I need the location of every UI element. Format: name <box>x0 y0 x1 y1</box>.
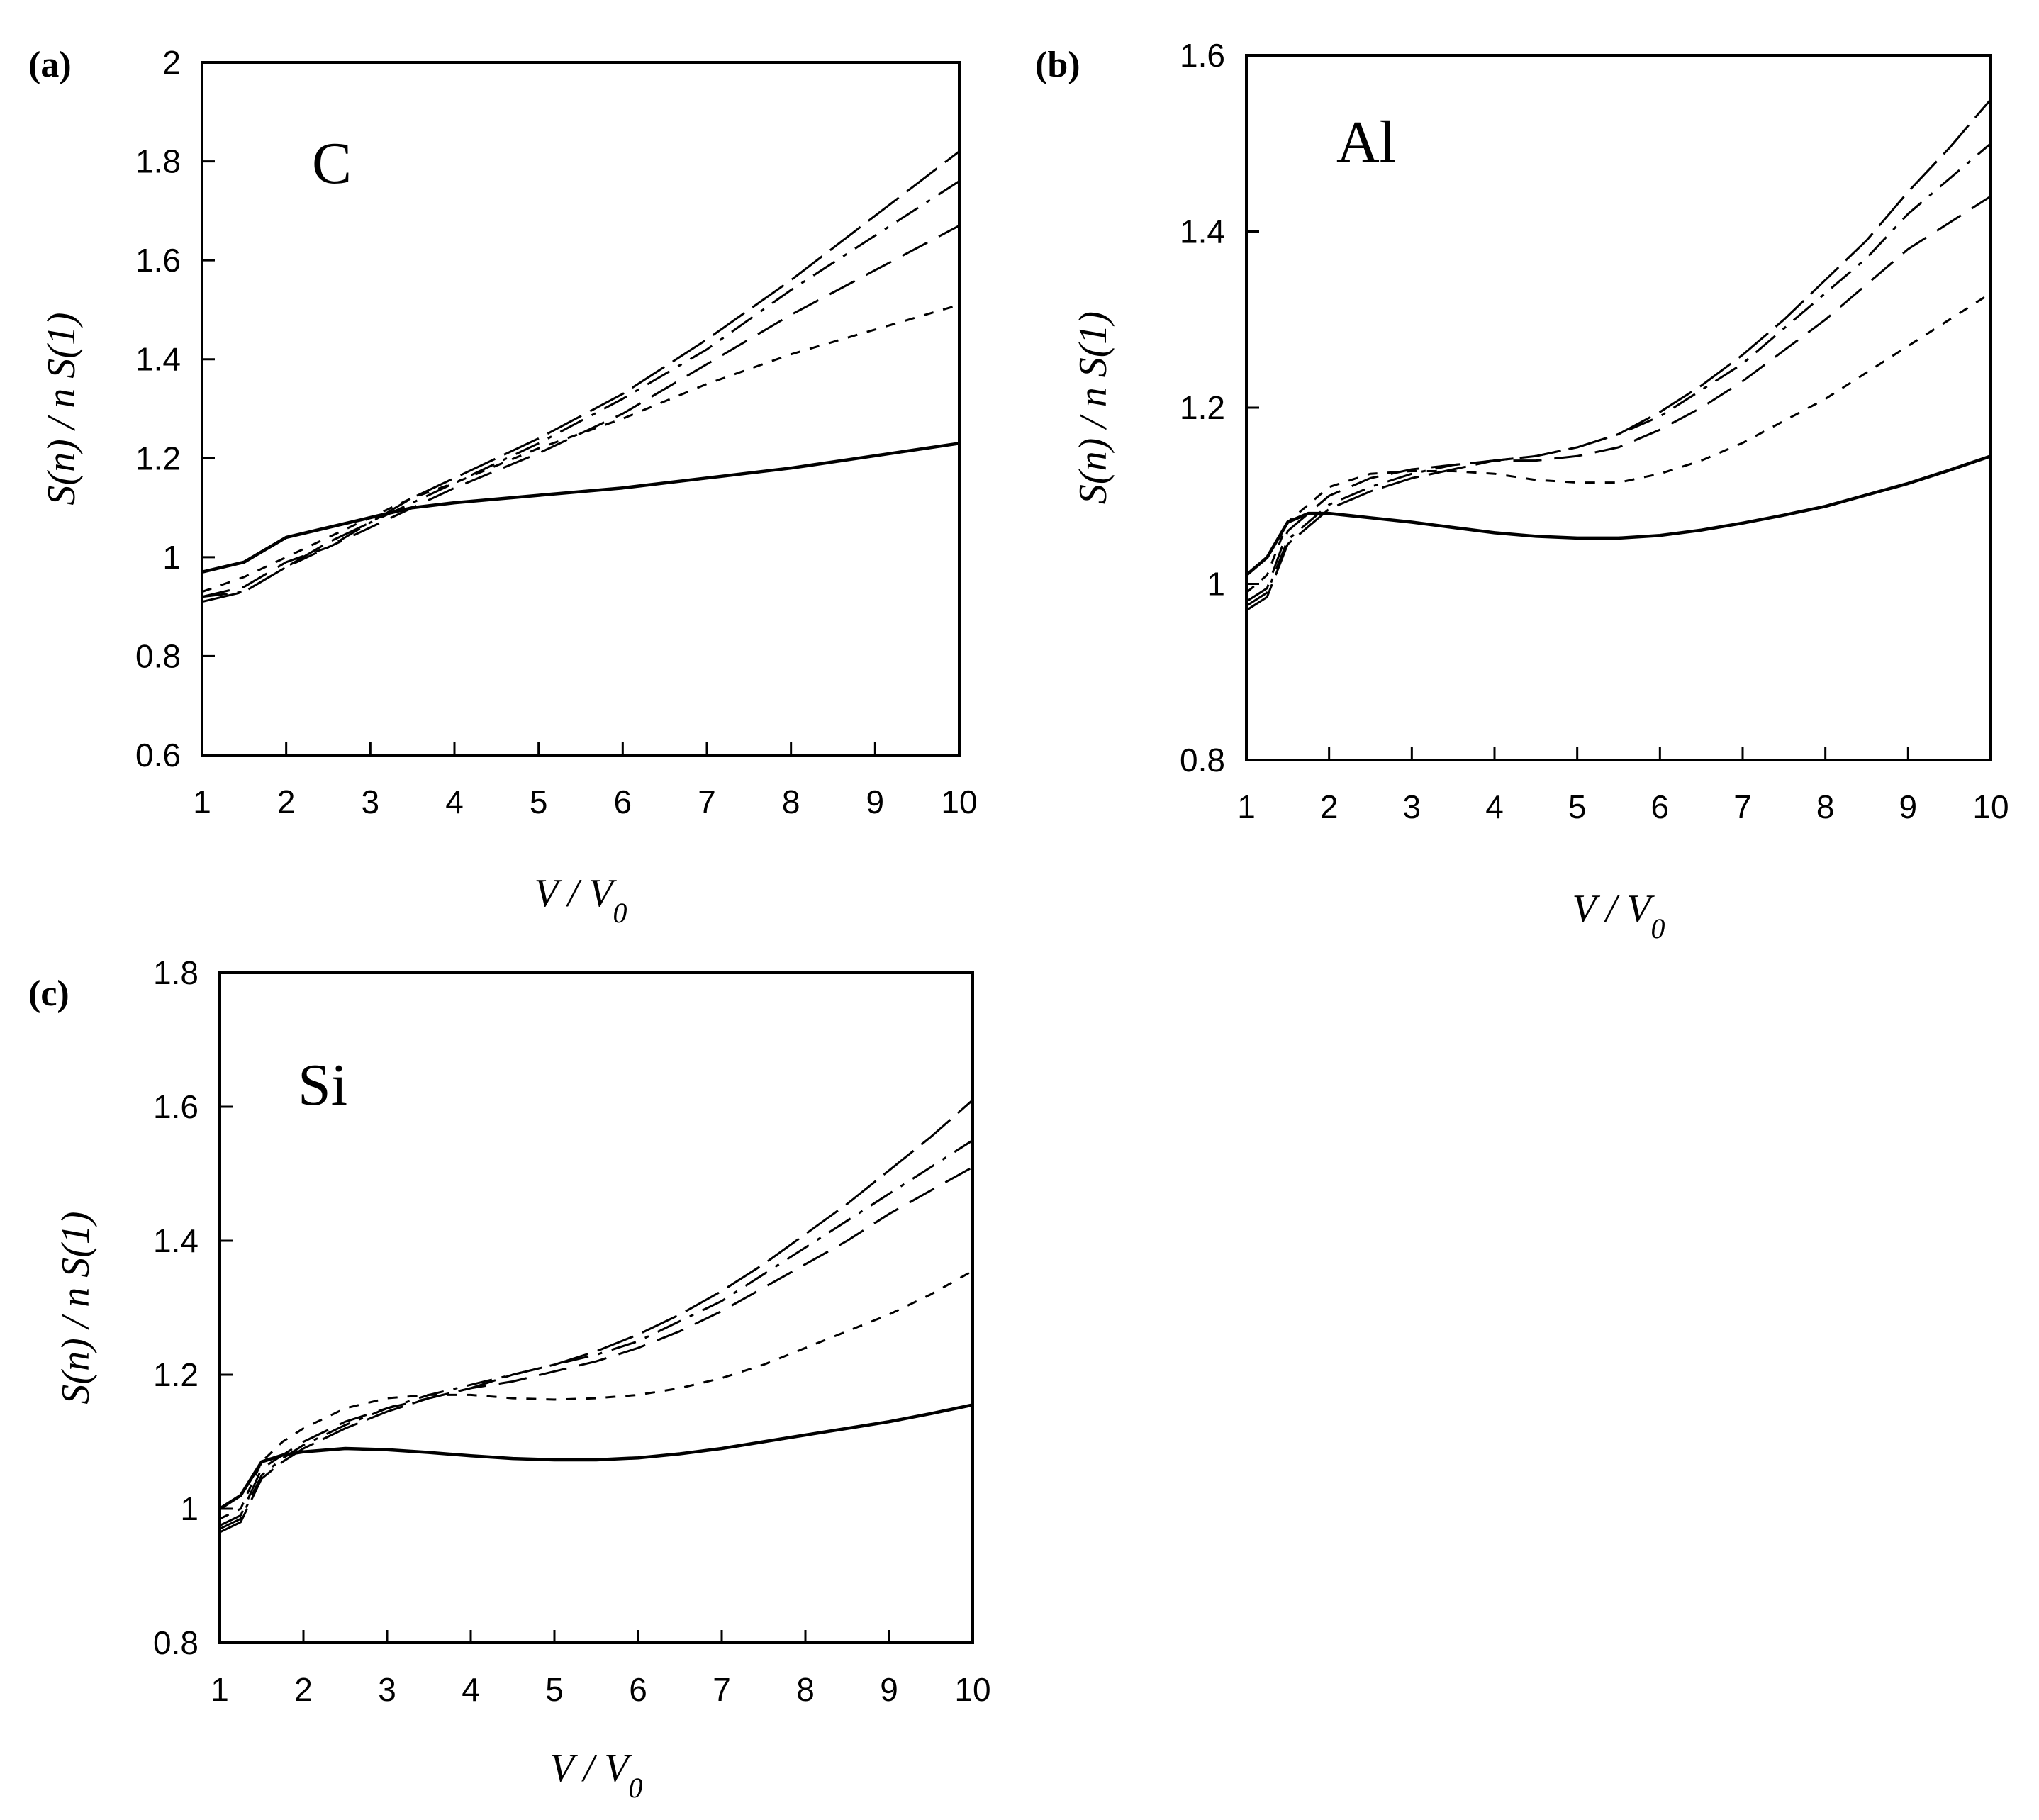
y-tick-label: 1.2 <box>153 1356 199 1393</box>
y-axis-label: S(n) / n S(1) <box>40 312 84 505</box>
x-tick-label: 4 <box>1485 788 1504 825</box>
x-tick-label: 5 <box>1568 788 1587 825</box>
x-tick-label: 2 <box>1320 788 1339 825</box>
x-tick-label: 5 <box>545 1671 564 1708</box>
series-line-n=2 <box>201 442 960 574</box>
plot-frame <box>201 61 961 757</box>
y-tick-label: 2 <box>162 44 181 81</box>
x-tick-label: 6 <box>629 1671 647 1708</box>
y-tick-label: 1.8 <box>135 143 181 180</box>
x-tick-label: 1 <box>211 1671 229 1708</box>
x-tick-label: 7 <box>1733 788 1752 825</box>
panel-label: (b) <box>1035 45 1080 85</box>
x-tick-label: 3 <box>362 783 380 820</box>
element-label: Si <box>298 1052 347 1118</box>
series-line-n=4 <box>1246 195 1991 603</box>
x-tick-label: 1 <box>193 783 211 820</box>
x-tick-label: 8 <box>796 1671 815 1708</box>
y-tick-label: 1.6 <box>135 242 181 279</box>
y-axis-label: S(n) / n S(1) <box>1071 311 1115 504</box>
x-tick-label: 1 <box>1237 788 1256 825</box>
x-tick-label: 7 <box>698 783 716 820</box>
x-tick-label: 8 <box>782 783 800 820</box>
x-tick-label: 2 <box>277 783 296 820</box>
y-tick-label: 1.6 <box>153 1088 199 1125</box>
series-line-n=3 <box>1246 292 1991 594</box>
y-tick-label: 1.2 <box>135 440 181 476</box>
panel-label: (a) <box>28 45 72 85</box>
x-tick-label: 5 <box>530 783 548 820</box>
y-tick-label: 1.4 <box>135 341 181 378</box>
y-tick-label: 1.6 <box>1180 37 1225 74</box>
y-tick-label: 0.8 <box>135 637 181 674</box>
series-line-n=4 <box>219 1166 973 1526</box>
x-tick-label: 3 <box>1403 788 1421 825</box>
y-tick-label: 1 <box>1207 566 1225 603</box>
y-tick-label: 1.2 <box>1180 389 1225 426</box>
x-tick-label: 4 <box>462 1671 480 1708</box>
y-tick-label: 0.6 <box>135 737 181 774</box>
y-tick-label: 1.4 <box>1180 213 1225 250</box>
series-line-n=6 <box>1246 99 1992 612</box>
y-axis-label: S(n) / n S(1) <box>54 1211 98 1404</box>
series-line-n=2 <box>218 1403 973 1510</box>
x-tick-label: 3 <box>378 1671 396 1708</box>
panel-c: 1 2 3 4 5 6 7 8 9 10 0.8 1 1.2 1.4 1.6 1.8 (c) Si V / V0 S(… <box>28 954 991 1804</box>
x-axis-label: V / V0 <box>535 871 627 929</box>
y-tick-label: 1.8 <box>153 954 199 991</box>
series-line-n=3 <box>219 1270 973 1520</box>
series-line-n=5 <box>1246 143 1991 607</box>
panel-a: 1 2 3 4 5 6 7 8 9 10 0.6 0.8 1 1.2 1.4 1.6 1.8 2 (a) C V / V… <box>28 44 978 929</box>
y-tick-label: 1.4 <box>153 1222 199 1259</box>
series-line-n=6 <box>201 150 960 603</box>
series-line-n=4 <box>201 224 960 598</box>
plot-frame <box>218 971 974 1644</box>
x-axis-label: V / V0 <box>1572 887 1665 944</box>
x-tick-label: 8 <box>1816 788 1835 825</box>
element-label: C <box>312 130 352 196</box>
element-label: Al <box>1336 109 1396 175</box>
x-tick-label: 10 <box>1972 788 2009 825</box>
x-tick-label: 2 <box>294 1671 313 1708</box>
series-line-n=5 <box>219 1139 973 1530</box>
panel-b: 1 2 3 4 5 6 7 8 9 10 0.8 1 1.2 1.4 1.6 (b) Al V / V0 S(n) … <box>1035 37 2009 944</box>
series-line-n=5 <box>201 180 960 598</box>
x-tick-label: 10 <box>954 1671 990 1708</box>
y-tick-label: 0.8 <box>153 1624 199 1661</box>
x-tick-label: 10 <box>941 783 977 820</box>
series-line-n=6 <box>219 1099 973 1534</box>
x-tick-label: 9 <box>880 1671 898 1708</box>
series-line-n=3 <box>201 303 960 593</box>
x-tick-label: 6 <box>1651 788 1670 825</box>
y-tick-label: 0.8 <box>1180 742 1225 778</box>
panel-label: (c) <box>28 973 69 1014</box>
x-tick-label: 6 <box>614 783 632 820</box>
x-tick-label: 4 <box>445 783 464 820</box>
x-tick-label: 9 <box>866 783 885 820</box>
x-axis-label: V / V0 <box>550 1746 643 1804</box>
x-tick-label: 9 <box>1899 788 1918 825</box>
series-line-n=2 <box>1245 454 1991 576</box>
x-tick-label: 7 <box>713 1671 731 1708</box>
y-tick-label: 1 <box>180 1490 199 1527</box>
y-tick-label: 1 <box>162 539 181 576</box>
